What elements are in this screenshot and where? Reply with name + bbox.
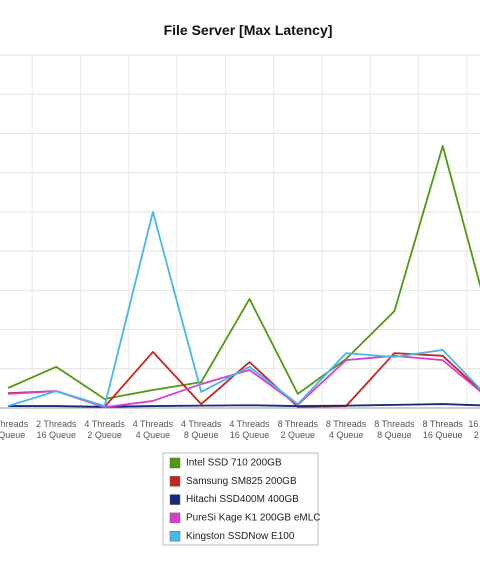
- x-tick-label: 8 Threads 16 Queue: [423, 419, 464, 440]
- x-tick-line: 4 Threads: [181, 419, 222, 429]
- x-tick-line: 4 Queue: [329, 430, 364, 440]
- x-tick-label: 4 Threads 2 Queue: [84, 419, 125, 440]
- x-tick-label: 8 Threads 8 Queue: [374, 419, 415, 440]
- x-tick-line: 8 Threads: [374, 419, 415, 429]
- lines: [7, 145, 480, 409]
- series-line: [7, 210, 480, 407]
- series-line: [8, 403, 480, 408]
- legend: Intel SSD 710 200GB Samsung SM825 200GB Hi…: [169, 457, 321, 542]
- legend-label: Samsung SM825 200GB: [186, 476, 297, 487]
- x-tick-label: 8 Threads 4 Queue: [326, 419, 367, 440]
- chart-title: File Server [Max Latency]: [164, 22, 333, 38]
- x-tick-label: 4 Threads 16 Queue: [229, 419, 270, 440]
- x-tick-line: 8 Queue: [377, 430, 412, 440]
- legend-label: Kingston SSDNow E100: [186, 531, 295, 542]
- series-line: [7, 145, 480, 400]
- x-tick-line: 8 Threads: [326, 419, 367, 429]
- x-tick-line: 8 Threads: [423, 419, 464, 429]
- legend-label: Hitachi SSD400M 400GB: [186, 494, 299, 505]
- legend-label: Intel SSD 710 200GB: [186, 458, 282, 469]
- x-tick-line: 4 Threads: [133, 419, 174, 429]
- grid: [0, 54, 480, 409]
- x-tick-line: 16 Threads: [468, 419, 480, 429]
- legend-swatch: [169, 457, 181, 469]
- legend-box: [162, 452, 319, 546]
- legend-swatch: [169, 494, 181, 505]
- x-tick-line: 8 Queue: [184, 430, 219, 440]
- x-tick-line: 8 Queue: [0, 430, 25, 440]
- x-tick-line: 16 Queue: [230, 430, 270, 440]
- x-tick-line: 2 Threads: [36, 419, 77, 429]
- x-tick-line: 16 Queue: [37, 430, 77, 440]
- legend-label: PureSi Kage K1 200GB eMLC: [186, 513, 321, 524]
- x-tick-label: 4 Threads 8 Queue: [181, 419, 222, 440]
- x-tick-line: 2 Queue: [87, 430, 122, 440]
- x-tick-line: 2 Queue: [474, 430, 480, 440]
- x-tick-line: 4 Threads: [229, 419, 270, 429]
- x-tick-line: 2 Threads: [0, 419, 29, 429]
- legend-swatch: [169, 530, 181, 542]
- x-tick-label: 8 Threads 2 Queue: [278, 419, 319, 440]
- x-tick-line: 4 Threads: [84, 419, 125, 429]
- x-tick-line: 8 Threads: [278, 419, 319, 429]
- x-tick-line: 2 Queue: [281, 430, 316, 440]
- x-tick-line: 16 Queue: [423, 430, 463, 440]
- legend-swatch: [169, 476, 181, 487]
- x-tick-label: 2 Threads 16 Queue: [36, 419, 77, 440]
- legend-swatch: [169, 512, 181, 524]
- x-tick-line: 4 Queue: [136, 430, 171, 440]
- x-tick-label: 4 Threads 4 Queue: [133, 419, 174, 440]
